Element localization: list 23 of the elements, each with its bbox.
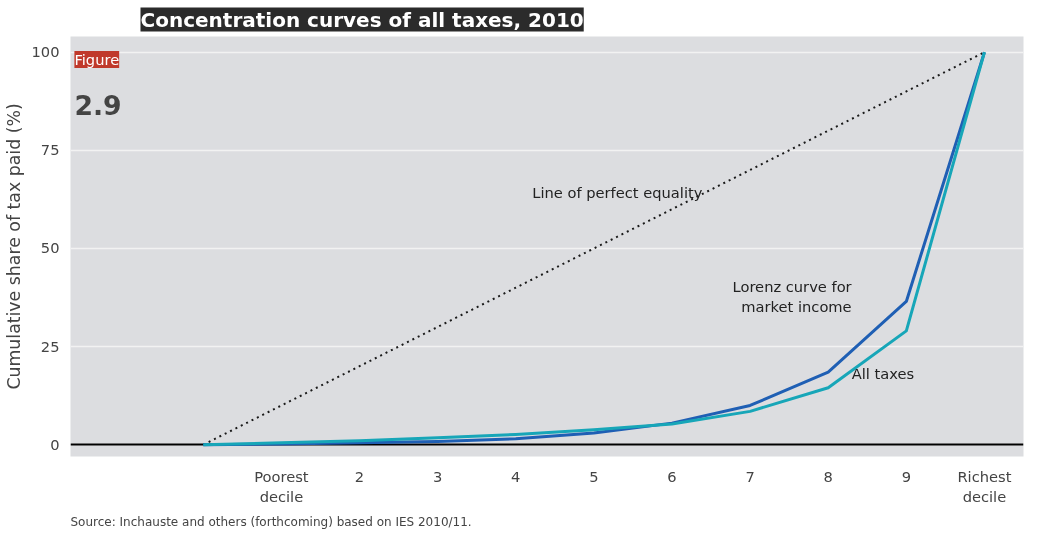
- x-tick-label: 4: [511, 467, 521, 485]
- x-tick-label: 9: [901, 467, 911, 485]
- x-tick-label: Poorest decile: [254, 467, 309, 505]
- y-tick-label: 50: [40, 239, 60, 257]
- chart-title: Concentration curves of all taxes, 2010: [140, 7, 584, 32]
- x-tick-label: 5: [589, 467, 599, 485]
- x-tick-label: 7: [745, 467, 755, 485]
- series-label: All taxes: [851, 364, 915, 382]
- y-axis-title: Cumulative share of tax paid (%): [3, 103, 24, 390]
- source-note: Source: Inchauste and others (forthcoming) based on IES 2010/11.: [70, 514, 472, 529]
- x-tick-label: Richest decile: [957, 467, 1012, 505]
- x-tick-label: 6: [667, 467, 677, 485]
- text: 2.9: [74, 90, 122, 121]
- text: Figure: [74, 50, 120, 68]
- y-tick-label: 0: [50, 435, 60, 453]
- series-label: Line of perfect equality: [532, 184, 703, 202]
- x-tick-label: 2: [354, 467, 365, 485]
- y-tick-label: 75: [40, 141, 60, 159]
- x-tick-label: 3: [432, 467, 443, 485]
- series-label: Lorenz curve for market income: [732, 277, 853, 316]
- x-tick-label: 8: [823, 467, 833, 485]
- y-tick-label: 100: [31, 43, 60, 61]
- y-tick-label: 25: [40, 337, 60, 355]
